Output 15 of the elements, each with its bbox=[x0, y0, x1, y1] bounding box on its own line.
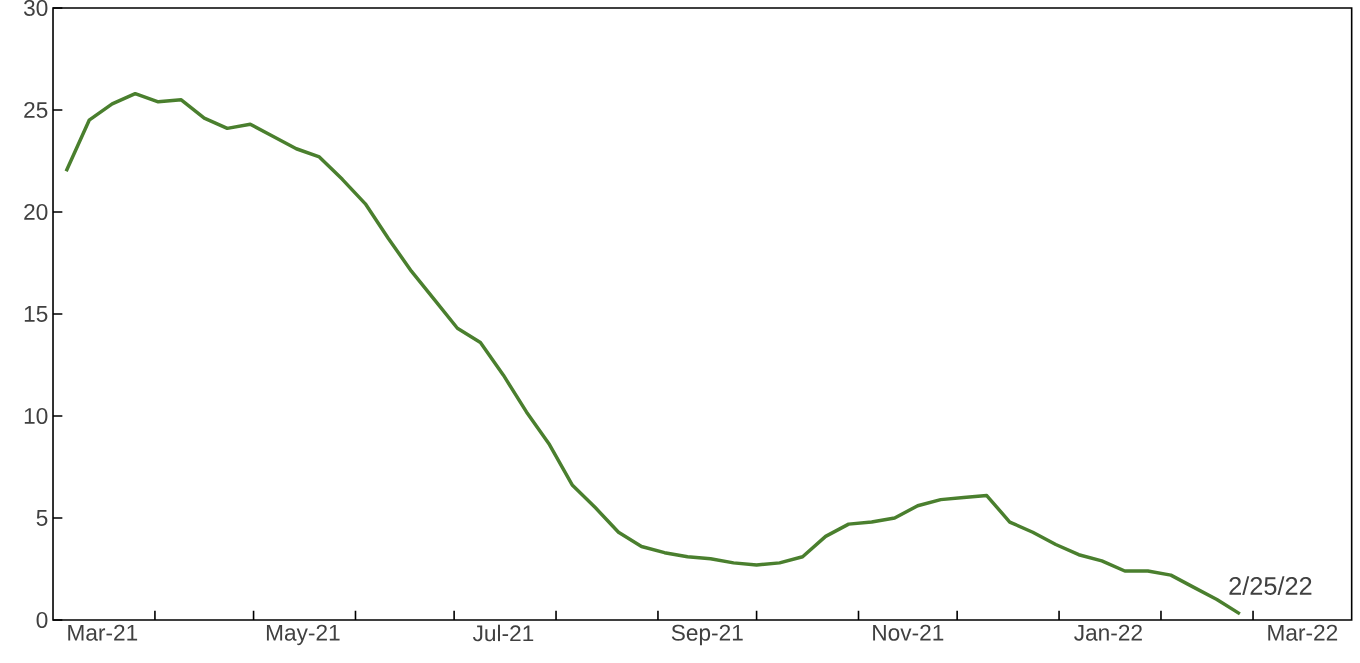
x-tick-label: Jul-21 bbox=[472, 624, 534, 642]
x-tick-label: Mar-21 bbox=[68, 624, 138, 641]
y-tick-label: 25 bbox=[24, 101, 48, 119]
y-tick-label: 10 bbox=[24, 407, 48, 425]
y-tick-label: 30 bbox=[23, 0, 48, 17]
x-tick-label: Mar-22 bbox=[1268, 624, 1338, 641]
x-tick-label: May-21 bbox=[266, 624, 340, 646]
y-tick-label: 15 bbox=[24, 306, 48, 322]
x-tick-label: Sep-21 bbox=[671, 624, 743, 646]
y-tick-label: 0 bbox=[36, 611, 48, 629]
y-tick-label: 20 bbox=[24, 203, 48, 221]
x-tick-label: Nov-21 bbox=[873, 624, 944, 641]
annotation: 2/25/22 bbox=[1229, 576, 1312, 595]
y-tick-label: 5 bbox=[36, 510, 48, 526]
x-tick-label: Jan-22 bbox=[1074, 624, 1142, 641]
